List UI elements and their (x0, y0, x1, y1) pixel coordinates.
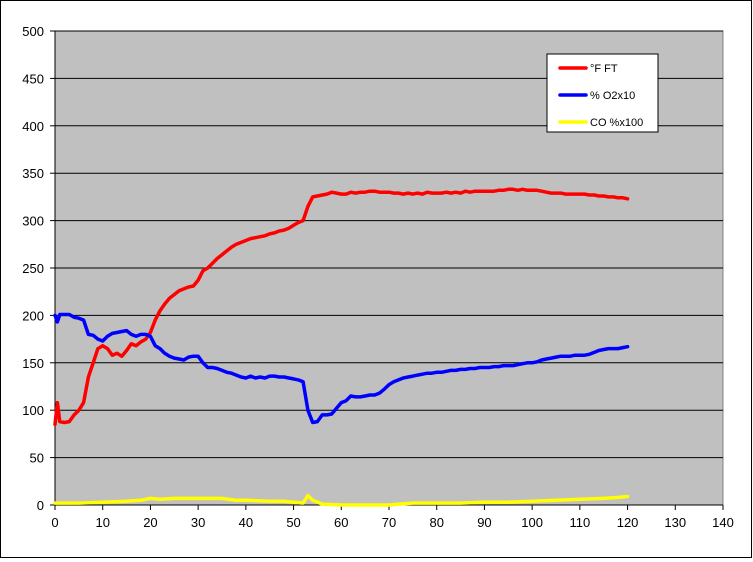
y-tick-label: 200 (22, 308, 44, 323)
x-tick-label: 140 (712, 515, 734, 530)
x-tick-label: 130 (664, 515, 686, 530)
x-tick-label: 0 (51, 515, 58, 530)
y-tick-label: 0 (37, 498, 44, 513)
x-tick-label: 60 (334, 515, 348, 530)
x-tick-label: 30 (191, 515, 205, 530)
x-tick-label: 90 (477, 515, 491, 530)
y-tick-label: 400 (22, 119, 44, 134)
series-lines (53, 187, 630, 507)
x-tick-label: 100 (521, 515, 543, 530)
y-tick-label: 250 (22, 261, 44, 276)
y-tick-label: 300 (22, 214, 44, 229)
y-tick-label: 350 (22, 166, 44, 181)
series-line-3 (53, 493, 630, 507)
legend: °F FT % O2x10 CO %x100 (546, 53, 659, 133)
x-tick-label: 20 (143, 515, 157, 530)
y-tick-label: 150 (22, 356, 44, 371)
y-tick-label: 450 (22, 71, 44, 86)
x-tick-label: 50 (286, 515, 300, 530)
x-tick-label: 110 (569, 515, 590, 530)
y-tick-label: 500 (22, 24, 44, 39)
gridlines (55, 30, 723, 459)
legend-label: °F FT (590, 63, 618, 75)
legend-label: CO %x100 (590, 117, 643, 129)
y-tick-label: 50 (30, 451, 44, 466)
series-line-1 (53, 187, 630, 427)
x-tick-label: 70 (382, 515, 396, 530)
x-tick-label: 40 (239, 515, 253, 530)
x-tick-label: 10 (95, 515, 109, 530)
x-tick-label: 120 (617, 515, 639, 530)
x-tick-label: 80 (429, 515, 443, 530)
legend-label: % O2x10 (590, 90, 635, 102)
y-tick-label: 100 (22, 403, 44, 418)
axes: 0 50 100 150 200 250 300 350 400 450 500 0 10 20 30 40 5… (22, 24, 734, 530)
series-line-2 (53, 312, 630, 425)
